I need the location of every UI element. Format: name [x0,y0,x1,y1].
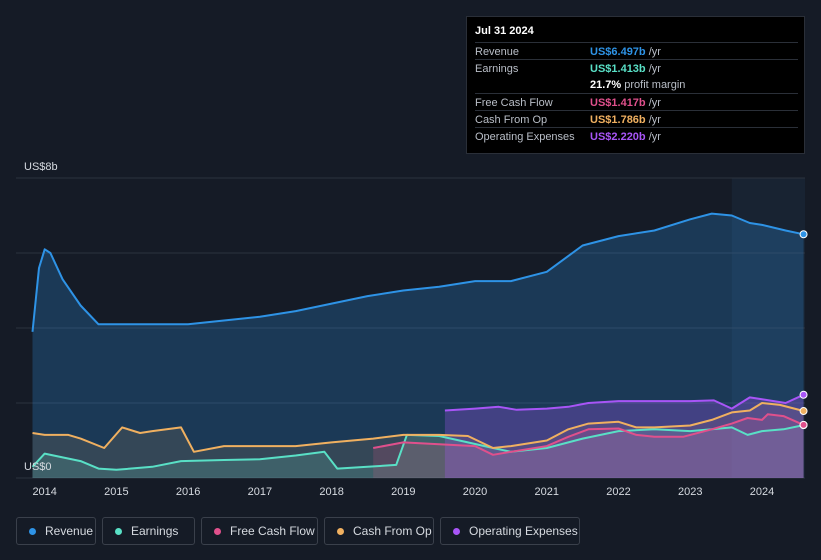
x-tick-label: 2020 [463,486,487,498]
tooltip-date: Jul 31 2024 [475,25,534,37]
cash-from-op-endpoint [799,407,808,416]
tooltip-label: Revenue [475,46,520,58]
legend-label: Free Cash Flow [230,524,315,538]
tooltip-value: US$2.220b /yr [590,131,661,143]
legend-item-operating-expenses[interactable]: Operating Expenses [440,517,580,545]
tooltip-value: US$6.497b /yr [590,46,661,58]
tooltip-label: Earnings [475,63,519,75]
x-tick-label: 2018 [319,486,343,498]
x-tick-label: 2019 [391,486,415,498]
x-tick-label: 2022 [606,486,630,498]
x-tick-label: 2016 [176,486,200,498]
tooltip-row-margin: 21.7% profit margin [475,76,798,93]
legend-dot-icon [29,528,36,535]
tooltip-row-fcf: Free Cash Flow US$1.417b /yr [475,93,798,111]
gridlines [16,177,805,479]
free-cash-flow-endpoint [799,420,808,429]
y-axis-top-label: US$8b [24,161,58,173]
legend-item-free-cash-flow[interactable]: Free Cash Flow [201,517,318,545]
tooltip-label: Cash From Op [475,114,548,126]
tooltip-value: US$1.417b /yr [590,97,661,109]
series-lines [31,212,805,471]
operating-expenses-area [444,394,804,478]
legend-item-earnings[interactable]: Earnings [102,517,195,545]
tooltip-row-earnings: Earnings US$1.413b /yr [475,59,798,77]
legend-dot-icon [214,528,221,535]
operating-expenses-endpoint [799,390,808,399]
legend-dot-icon [115,528,122,535]
revenue-area [32,213,804,478]
legend-label: Cash From Op [353,524,432,538]
legend-label: Operating Expenses [469,524,578,538]
free-cash-flow-area [373,414,804,478]
legend-item-revenue[interactable]: Revenue [16,517,96,545]
x-axis-ticks: 2014 2015 2016 2017 2018 2019 2020 2021 2022 2023… [32,486,774,498]
earnings-area [32,425,804,478]
revenue-line [31,212,804,332]
x-tick-label: 2015 [104,486,128,498]
legend-label: Earnings [131,524,179,538]
x-tick-label: 2024 [750,486,774,498]
legend-dot-icon [337,528,344,535]
free-cash-flow-line [373,413,805,456]
legend-item-cash-from-op[interactable]: Cash From Op [324,517,434,545]
cash-from-op-line [32,402,804,453]
tooltip-panel: Jul 31 2024 Revenue US$6.497b /yr Earnin… [466,16,805,154]
revenue-endpoint [799,230,808,239]
tooltip-label: Operating Expenses [475,131,575,143]
operating-expenses-line [444,393,805,412]
tooltip-row-opex: Operating Expenses US$2.220b /yr [475,127,798,145]
x-tick-label: 2014 [32,486,56,498]
tooltip-value: US$1.413b /yr [590,63,661,75]
tooltip-row-revenue: Revenue US$6.497b /yr [475,42,798,60]
x-tick-label: 2023 [678,486,702,498]
legend-dot-icon [453,528,460,535]
series-endpoints [799,230,808,430]
legend-label: Revenue [45,524,94,538]
tooltip-value: 21.7% profit margin [590,79,686,91]
tooltip-row-cfo: Cash From Op US$1.786b /yr [475,110,798,128]
series-areas [32,213,804,478]
tooltip-label: Free Cash Flow [475,97,553,109]
y-axis-bottom-label: US$0 [24,461,52,473]
x-tick-label: 2017 [248,486,272,498]
x-tick-label: 2021 [535,486,559,498]
tooltip-value: US$1.786b /yr [590,114,661,126]
